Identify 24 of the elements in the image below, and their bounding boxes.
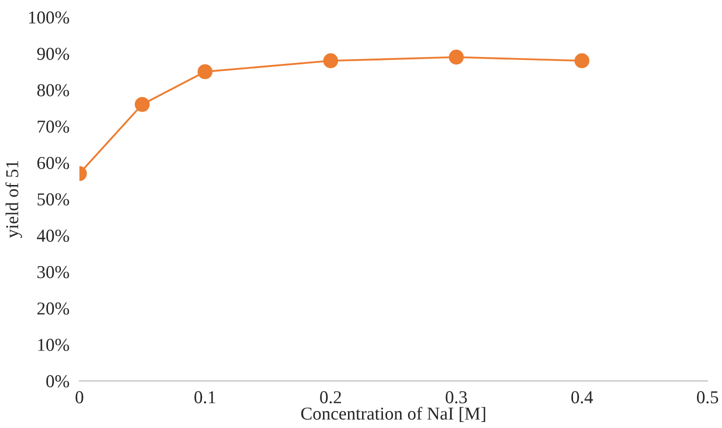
point — [134, 96, 150, 112]
y-tick-label: 30% — [37, 266, 70, 278]
y-tick-label: 40% — [36, 230, 70, 242]
x-tick-label: 0.1 — [194, 391, 216, 404]
y-tick-label: 80% — [37, 84, 70, 96]
y-tick-label: 60% — [37, 156, 70, 170]
x-tick-label: 0 — [76, 391, 84, 404]
y-tick-label: 90% — [37, 48, 70, 60]
x-axis-title: Concentration of NaI [M] — [301, 406, 486, 422]
x-tick-label: 0.3 — [446, 391, 467, 404]
x-tick-label: 0.5 — [696, 391, 718, 404]
y-tick-label: 0% — [46, 375, 70, 388]
x-tick-label: 0.2 — [320, 391, 341, 404]
y-tick-label: 50% — [38, 193, 70, 206]
point — [448, 50, 464, 65]
point — [198, 64, 213, 80]
y-tick-label: 100% — [29, 11, 70, 24]
y-tick-label: 10% — [38, 338, 70, 352]
x-tick-label: 0.4 — [571, 391, 593, 404]
y-tick-label: 70% — [38, 120, 70, 133]
y-axis-title: yield of 51 — [5, 160, 22, 238]
point — [323, 53, 338, 68]
point — [574, 53, 590, 68]
y-tick-label: 20% — [37, 302, 70, 315]
